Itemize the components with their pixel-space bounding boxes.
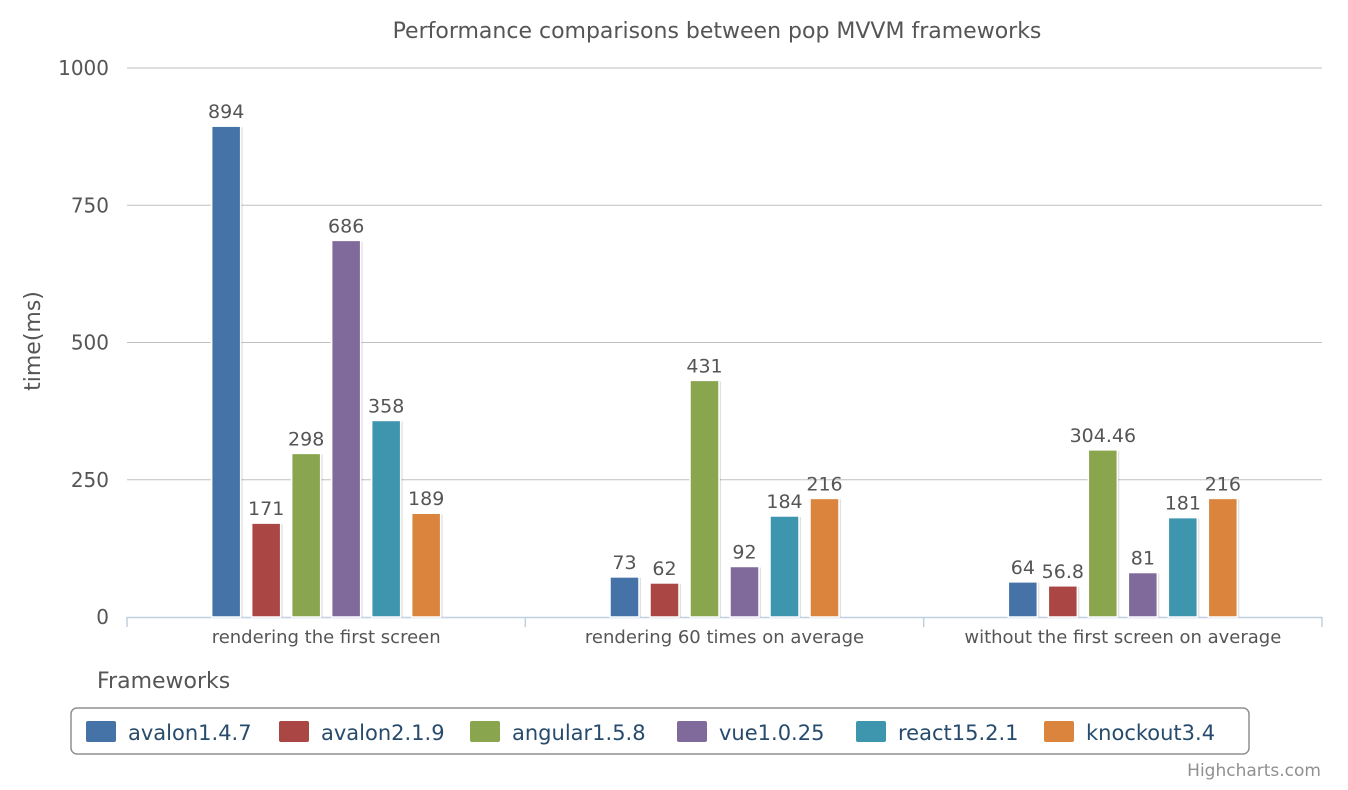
bar[interactable] <box>1047 585 1079 618</box>
legend-item-label[interactable]: angular1.5.8 <box>512 721 646 745</box>
data-label: 64 <box>1011 557 1035 579</box>
bar[interactable] <box>250 522 282 618</box>
bars <box>210 125 1240 618</box>
data-label: 358 <box>368 395 404 417</box>
data-label: 216 <box>806 473 842 495</box>
x-axis-title: Frameworks <box>97 669 230 694</box>
bar[interactable] <box>210 125 242 618</box>
data-labels: 894 73 64 171 62 56.8 298 431 304.46 686 92 81 358 18… <box>208 101 1241 583</box>
bar[interactable] <box>729 565 760 618</box>
data-label: 189 <box>408 488 444 510</box>
y-axis-ticks: 0 250 500 750 1000 <box>58 56 109 629</box>
bar[interactable] <box>1127 571 1159 618</box>
legend-swatch[interactable] <box>86 721 116 742</box>
data-label: 81 <box>1131 548 1155 570</box>
data-label: 171 <box>248 498 284 520</box>
data-label: 304.46 <box>1070 425 1136 447</box>
legend-item-label[interactable]: react15.2.1 <box>898 721 1019 745</box>
legend-swatch[interactable] <box>856 721 886 742</box>
bar[interactable] <box>689 379 720 618</box>
y-tick-label: 500 <box>71 331 109 355</box>
x-category-label: rendering 60 times on average <box>585 627 864 648</box>
data-label: 92 <box>732 541 756 563</box>
bar[interactable] <box>649 582 680 618</box>
data-label: 181 <box>1165 493 1201 515</box>
bar[interactable] <box>290 452 322 618</box>
y-axis-title: time(ms) <box>21 291 46 391</box>
data-label: 894 <box>208 101 244 123</box>
y-tick-label: 0 <box>96 605 109 629</box>
y-tick-label: 1000 <box>58 56 109 80</box>
bar[interactable] <box>609 576 640 618</box>
legend-swatch[interactable] <box>279 721 309 742</box>
bar[interactable] <box>1087 449 1119 618</box>
data-label: 73 <box>612 552 636 574</box>
chart-title: Performance comparisons between pop MVVM… <box>393 19 1042 44</box>
y-tick-label: 750 <box>71 193 109 217</box>
legend-swatch[interactable] <box>470 721 500 742</box>
data-label: 686 <box>328 215 364 237</box>
bar[interactable] <box>1167 516 1199 618</box>
legend-box <box>70 707 1250 755</box>
legend: avalon1.4.7 avalon2.1.9 angular1.5.8 vue1.0… <box>70 707 1250 755</box>
data-label: 184 <box>766 491 802 513</box>
bar[interactable] <box>1207 497 1239 618</box>
x-category-label: rendering the first screen <box>212 627 441 648</box>
legend-item-label[interactable]: knockout3.4 <box>1086 721 1215 745</box>
legend-item-label[interactable]: avalon1.4.7 <box>128 721 252 745</box>
data-label: 62 <box>652 558 676 580</box>
legend-item-label[interactable]: avalon2.1.9 <box>321 721 445 745</box>
data-label: 216 <box>1205 473 1241 495</box>
data-label: 56.8 <box>1042 561 1084 583</box>
grid-lines <box>127 67 1322 481</box>
data-label: 298 <box>288 428 324 450</box>
bar[interactable] <box>410 512 442 618</box>
bar[interactable] <box>769 515 800 618</box>
legend-swatch[interactable] <box>1044 721 1074 742</box>
bar[interactable] <box>1007 581 1039 618</box>
y-tick-label: 250 <box>71 468 109 492</box>
x-axis: rendering the first screen rendering 60 t… <box>126 616 1323 648</box>
x-category-label: without the first screen on average <box>964 627 1281 648</box>
bar[interactable] <box>330 239 362 618</box>
bar[interactable] <box>809 497 840 618</box>
bar[interactable] <box>370 419 402 618</box>
legend-item-label[interactable]: vue1.0.25 <box>719 721 824 745</box>
legend-swatch[interactable] <box>677 721 707 742</box>
credits-link[interactable]: Highcharts.com <box>1187 761 1321 781</box>
data-label: 431 <box>686 355 722 377</box>
